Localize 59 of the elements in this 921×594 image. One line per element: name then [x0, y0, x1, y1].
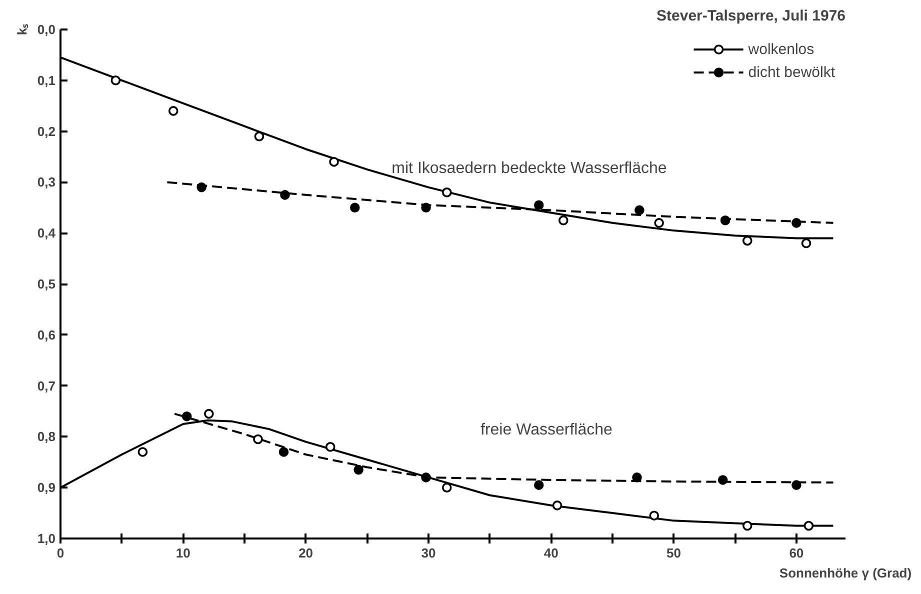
- point: [552, 500, 562, 510]
- y-tick-label: 0,1: [37, 72, 56, 88]
- point: [442, 187, 452, 198]
- point: [558, 215, 568, 226]
- point: [421, 472, 431, 482]
- y-tick-label: 0,9: [37, 480, 56, 496]
- point: [804, 520, 814, 531]
- y-tick-label: 0,0: [37, 22, 56, 37]
- annotation: freie Wasserfläche: [480, 422, 612, 438]
- point: [792, 218, 802, 228]
- y-tick-label: 0,7: [37, 378, 56, 394]
- legend-label: wolkenlos: [748, 40, 814, 58]
- point: [325, 442, 336, 452]
- legend-label: dicht bewölkt: [748, 64, 835, 80]
- point: [720, 215, 730, 226]
- y-tick-label: 0,2: [37, 124, 56, 139]
- point: [421, 202, 431, 213]
- point: [280, 190, 290, 200]
- y-tick-label: 0,6: [37, 327, 56, 342]
- chart-title: Stever-Talsperre, Juli 1976: [656, 8, 846, 24]
- point: [801, 238, 812, 248]
- y-tick-label: 1,0: [37, 531, 56, 546]
- point: [654, 218, 664, 228]
- y-tick-label: 0,4: [37, 226, 56, 241]
- point: [792, 480, 802, 490]
- point: [196, 182, 206, 192]
- x-tick-label: 50: [666, 546, 682, 560]
- y-tick-label: 0,5: [37, 276, 56, 292]
- point: [182, 411, 192, 422]
- point: [534, 200, 544, 210]
- point: [204, 408, 214, 419]
- point: [138, 447, 148, 457]
- point: [350, 202, 360, 213]
- point: [634, 205, 644, 216]
- point: [649, 510, 660, 520]
- x-tick-label: 60: [789, 546, 804, 560]
- y-axis-title: kₛ: [14, 24, 30, 36]
- point: [278, 447, 289, 457]
- x-tick-label: 10: [176, 546, 190, 560]
- point: [354, 464, 364, 475]
- x-tick-label: 40: [544, 546, 558, 560]
- point: [442, 482, 452, 492]
- point: [742, 236, 752, 246]
- point: [110, 76, 121, 86]
- point: [718, 475, 728, 485]
- annotation: mit Ikosaedern bedeckte Wasserfläche: [392, 160, 667, 178]
- x-tick-label: 20: [298, 546, 314, 560]
- point: [168, 106, 178, 116]
- x-tick-label: 0: [56, 546, 64, 560]
- point: [742, 520, 752, 531]
- y-tick-label: 0,3: [37, 174, 56, 190]
- point: [329, 156, 339, 167]
- x-tick-label: 30: [421, 546, 436, 560]
- x-axis-title: Sonnenhöhe γ (Grad): [779, 566, 912, 580]
- point: [534, 480, 544, 490]
- point: [254, 132, 264, 142]
- point: [253, 434, 263, 444]
- point: [632, 472, 642, 482]
- y-tick-label: 0,8: [37, 429, 56, 444]
